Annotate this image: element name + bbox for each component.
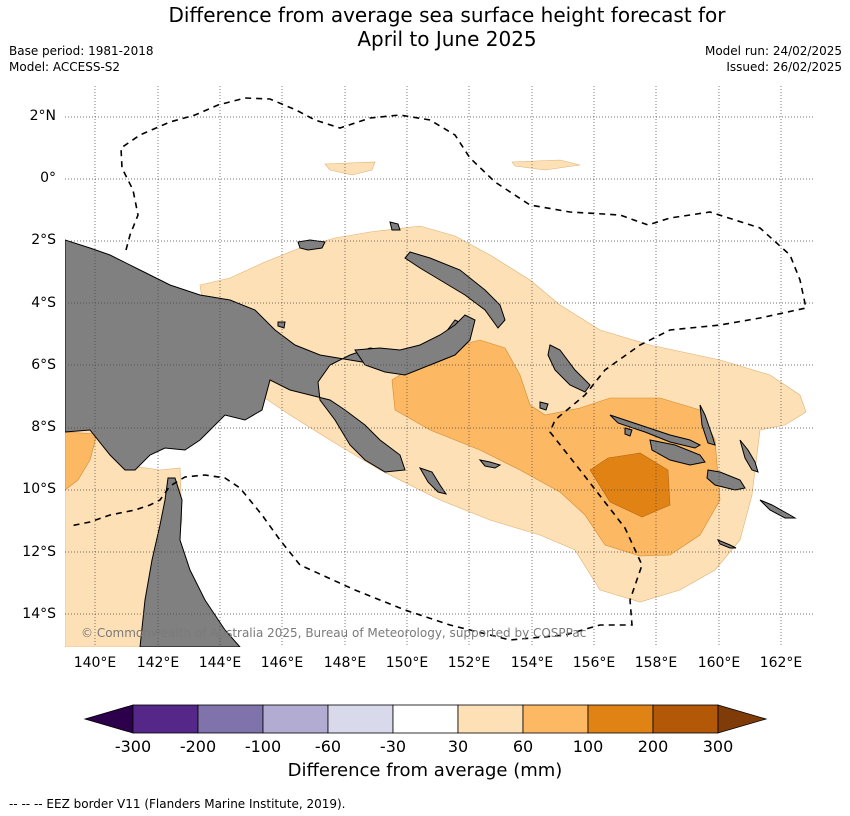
colorbar-tick: -300: [114, 737, 152, 756]
lon-label: 160°E: [697, 655, 741, 671]
colorbar-tick: 100: [572, 737, 604, 756]
meta-right: Model run: 24/02/2025 Issued: 26/02/2025: [705, 43, 842, 75]
rennell-island: [716, 539, 737, 549]
colorbar-extend-low: [83, 704, 134, 734]
makira-island: [706, 469, 746, 491]
colorbar-segment: [327, 704, 394, 734]
lon-label: 162°E: [759, 655, 803, 671]
title-line-1: Difference from average sea surface heig…: [168, 3, 726, 27]
base-period: Base period: 1981-2018: [9, 44, 154, 58]
colorbar-extend-high: [717, 704, 768, 734]
lat-label: 14°S: [22, 606, 56, 622]
lat-label: 8°S: [31, 419, 56, 435]
cape-york-peninsula: [139, 477, 241, 647]
lat-label: 4°S: [31, 295, 56, 311]
lon-label: 152°E: [447, 655, 491, 671]
trobriand-island: [418, 467, 448, 495]
eez-border: [69, 97, 807, 641]
gridlines: [65, 86, 813, 647]
lat-label: 10°S: [22, 481, 56, 497]
colorbar-tick: -100: [244, 737, 282, 756]
land-masses: [65, 221, 797, 647]
new-britain-island: [354, 314, 476, 376]
colorbar-tick: 60: [512, 737, 534, 756]
lon-label: 158°E: [634, 655, 678, 671]
anomaly-band-100-200: [589, 452, 671, 518]
malaita-island: [699, 404, 716, 446]
colorbar-segment: [262, 704, 329, 734]
colorbar-tick: 30: [447, 737, 469, 756]
lon-label: 144°E: [198, 655, 242, 671]
lon-label: 156°E: [572, 655, 616, 671]
santa-isabel-island: [609, 414, 702, 449]
colorbar-tick: -30: [379, 737, 407, 756]
colorbar-segment: [522, 704, 589, 734]
lat-label: 12°S: [22, 544, 56, 560]
lon-label: 142°E: [136, 655, 180, 671]
colorbar-segment: [392, 704, 459, 734]
vanuatu-islands: [739, 439, 759, 473]
issued-date: Issued: 26/02/2025: [726, 60, 842, 74]
colorbar-tick: -200: [179, 737, 217, 756]
bougainville-island: [547, 344, 591, 393]
manus-island: [297, 239, 326, 251]
colorbar-segment: [652, 704, 719, 734]
lat-label: 2°S: [31, 232, 56, 248]
lon-label: 140°E: [73, 655, 117, 671]
copyright-notice: © Commonwealth of Australia 2025, Bureau…: [81, 626, 587, 640]
lon-label: 148°E: [323, 655, 367, 671]
lon-label: 146°E: [260, 655, 304, 671]
colorbar-tick: 300: [702, 737, 734, 756]
map-plot-area: [65, 86, 813, 647]
new-guinea-island: [65, 239, 471, 473]
colorbar-tick: 200: [637, 737, 669, 756]
new-ireland-island: [404, 251, 506, 329]
guadalcanal-island: [649, 439, 706, 466]
model-name: Model: ACCESS-S2: [9, 60, 121, 74]
colorbar-segment: [197, 704, 264, 734]
colorbar-segment: [587, 704, 654, 734]
temotu-island: [759, 499, 797, 519]
lat-label: 6°S: [31, 357, 56, 373]
colorbar-segments: [83, 704, 768, 734]
lon-label: 150°E: [385, 655, 429, 671]
eez-legend-note: -- -- -- EEZ border V11 (Flanders Marine…: [9, 797, 346, 811]
map-title: Difference from average sea surface heig…: [0, 3, 850, 51]
lat-label: 2°N: [29, 108, 56, 124]
title-line-2: April to June 2025: [357, 27, 537, 51]
colorbar-label: Difference from average (mm): [287, 760, 563, 781]
lon-label: 154°E: [510, 655, 554, 671]
meta-left: Base period: 1981-2018 Model: ACCESS-S2: [9, 43, 154, 75]
colorbar-segment: [457, 704, 524, 734]
colorbar-segment: [132, 704, 199, 734]
louisiade-island: [478, 459, 502, 469]
model-run: Model run: 24/02/2025: [704, 44, 842, 58]
lat-label: 0°: [40, 170, 56, 186]
colorbar-tick: -60: [314, 737, 342, 756]
